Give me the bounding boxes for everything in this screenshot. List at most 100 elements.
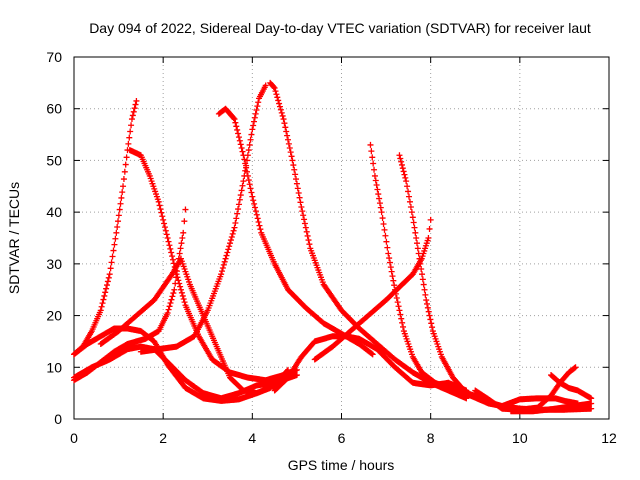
data-point xyxy=(405,188,412,195)
data-point xyxy=(286,145,293,152)
y-tick-label: 50 xyxy=(46,152,62,168)
data-point xyxy=(100,296,107,303)
data-point xyxy=(376,195,383,202)
data-point xyxy=(103,282,110,289)
data-point xyxy=(421,286,428,293)
data-point xyxy=(168,249,175,256)
series-arc-11 xyxy=(311,216,434,363)
data-point xyxy=(396,152,403,159)
tick-labels: 0 2 4 6 8 10 12 0 10 20 30 40 50 60 70 xyxy=(46,49,617,446)
data-point xyxy=(411,224,418,231)
data-point xyxy=(122,161,129,168)
data-point xyxy=(175,277,182,284)
data-point xyxy=(397,311,404,318)
data-point xyxy=(111,241,118,248)
data-point xyxy=(235,134,242,141)
data-point xyxy=(252,110,259,117)
data-point xyxy=(379,215,386,222)
data-point xyxy=(166,303,173,310)
data-point xyxy=(403,178,410,185)
data-point xyxy=(179,235,186,241)
data-point xyxy=(233,123,240,130)
data-point xyxy=(158,209,165,216)
data-point xyxy=(293,180,300,187)
data-point xyxy=(106,271,113,278)
data-point xyxy=(377,204,384,211)
data-point xyxy=(288,153,295,160)
data-point xyxy=(247,136,254,143)
data-point xyxy=(371,172,378,179)
data-point xyxy=(272,88,279,95)
data-point xyxy=(114,224,121,231)
data-point xyxy=(155,198,162,205)
data-point xyxy=(164,235,171,241)
data-point xyxy=(369,154,376,161)
data-point xyxy=(390,277,397,284)
data-point xyxy=(120,176,127,183)
data-point xyxy=(177,245,184,252)
data-point xyxy=(180,229,187,236)
data-point xyxy=(262,82,269,89)
data-point xyxy=(112,235,119,242)
data-point xyxy=(113,229,120,236)
data-point xyxy=(395,303,402,310)
data-point xyxy=(253,107,260,114)
data-point xyxy=(572,364,579,371)
data-point xyxy=(424,304,431,311)
data-point xyxy=(178,286,184,293)
data-point xyxy=(386,255,393,262)
data-point xyxy=(383,238,390,245)
data-point xyxy=(110,247,117,254)
data-point xyxy=(165,238,172,245)
data-point xyxy=(287,149,294,156)
data-point xyxy=(406,193,413,200)
data-point xyxy=(250,197,257,204)
data-point xyxy=(378,209,385,216)
data-point xyxy=(115,212,122,219)
data-point xyxy=(238,145,245,152)
data-point xyxy=(119,189,126,196)
data-point xyxy=(292,171,299,178)
data-point xyxy=(392,290,399,297)
data-point xyxy=(299,208,306,215)
data-point xyxy=(406,198,413,205)
data-point xyxy=(369,351,376,358)
data-point xyxy=(304,232,311,239)
data-point xyxy=(227,240,234,247)
data-point xyxy=(279,112,286,119)
data-point xyxy=(293,372,300,379)
data-point xyxy=(251,118,258,125)
data-point xyxy=(243,157,250,164)
data-point xyxy=(244,172,251,179)
data-point xyxy=(178,240,185,247)
data-point xyxy=(399,319,406,326)
data-point xyxy=(108,259,115,266)
data-point xyxy=(254,103,261,110)
data-point xyxy=(276,103,283,110)
x-tick-label: 6 xyxy=(338,430,346,446)
x-tick-label: 4 xyxy=(248,430,256,446)
data-point xyxy=(404,183,411,190)
data-point xyxy=(409,214,416,221)
data-point xyxy=(162,227,169,234)
data-point xyxy=(414,245,421,252)
data-point xyxy=(169,293,176,300)
data-point xyxy=(169,256,176,263)
data-point xyxy=(116,206,123,213)
data-point xyxy=(428,320,435,327)
data-point xyxy=(375,191,382,198)
data-point xyxy=(295,190,302,197)
data-point xyxy=(401,171,408,178)
data-point xyxy=(126,134,133,141)
data-point xyxy=(387,264,394,271)
data-point xyxy=(249,193,256,200)
data-point xyxy=(131,105,138,112)
data-point xyxy=(302,224,309,231)
data-point xyxy=(427,216,434,223)
data-point xyxy=(254,215,261,222)
data-point xyxy=(419,271,426,278)
data-point xyxy=(232,220,239,227)
data-point xyxy=(252,208,259,215)
data-point xyxy=(282,124,289,131)
series-arc-12 xyxy=(367,141,488,402)
